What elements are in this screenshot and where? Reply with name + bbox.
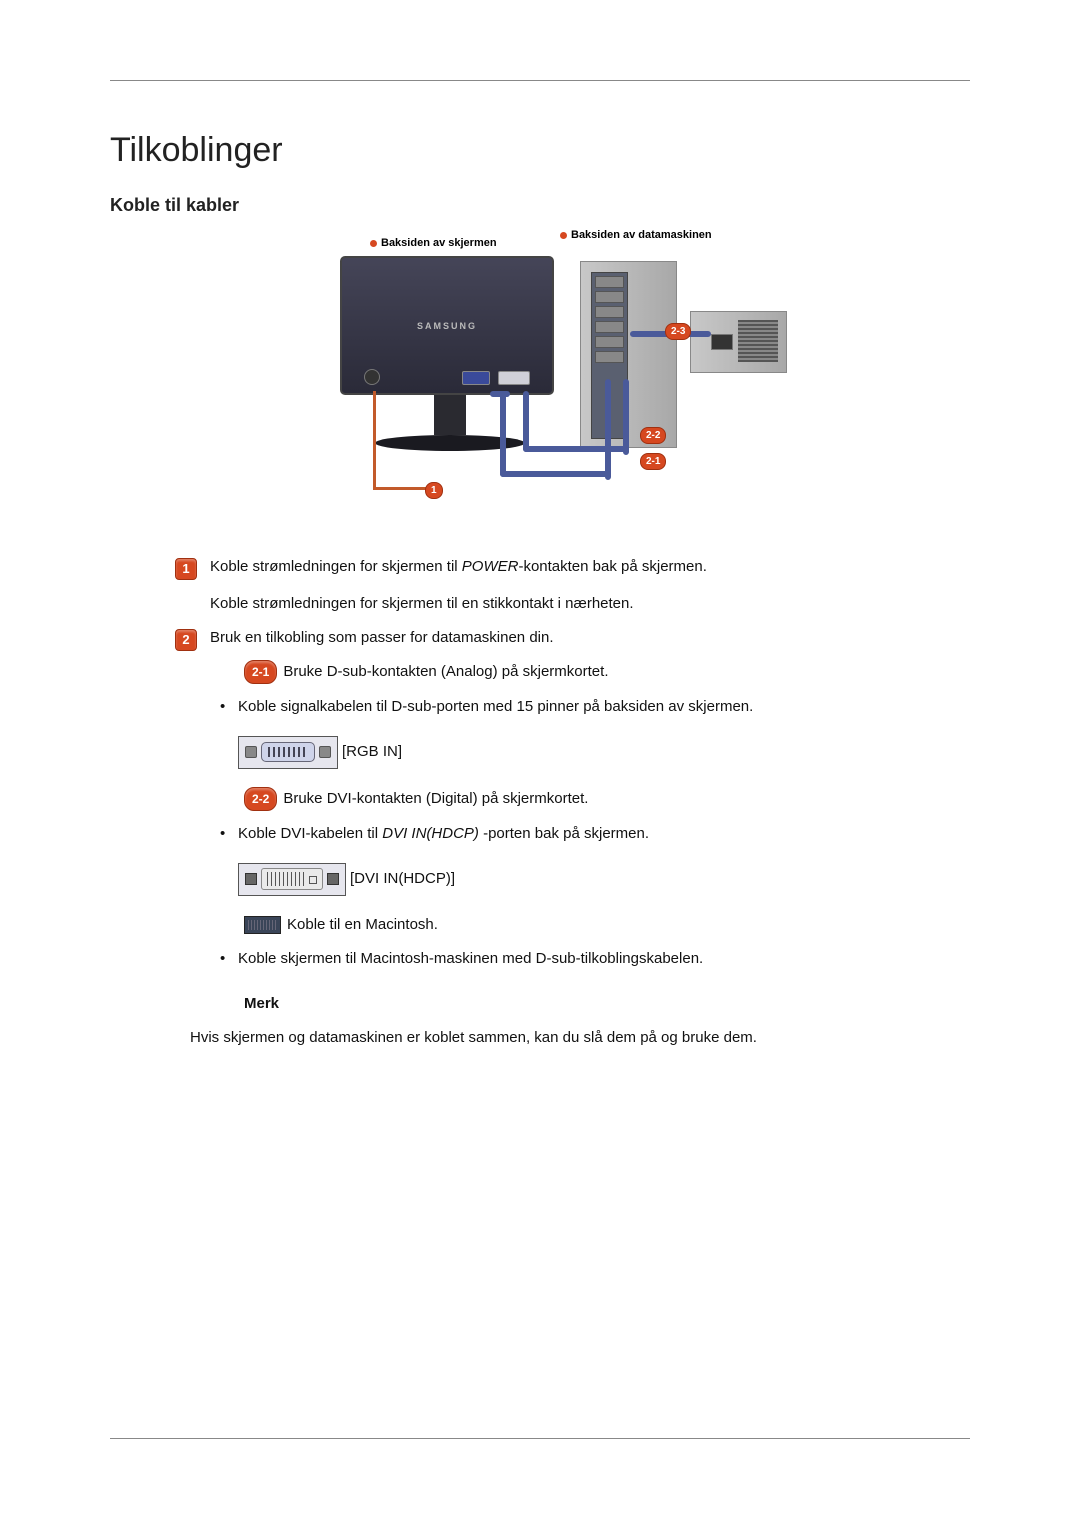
final-note: Hvis skjermen og datamaskinen er koblet … bbox=[190, 1027, 925, 1050]
dvi-label: [DVI IN(HDCP)] bbox=[350, 870, 455, 887]
text: Koble DVI-kabelen til bbox=[238, 825, 382, 842]
note-label: Merk bbox=[244, 993, 925, 1016]
signal-cable-2 bbox=[523, 446, 629, 452]
signal-cable bbox=[500, 391, 506, 477]
dvi-connector-icon bbox=[238, 863, 346, 896]
signal-cable bbox=[500, 471, 611, 477]
diagram-label-monitor: Baksiden av skjermen bbox=[370, 237, 497, 249]
instructions: 1 Koble strømledningen for skjermen til … bbox=[210, 556, 925, 1050]
label-text: Baksiden av skjermen bbox=[381, 237, 497, 249]
power-cable bbox=[373, 391, 376, 487]
section-title: Koble til kabler bbox=[110, 195, 970, 216]
callout-2-2: 2-2 bbox=[640, 427, 666, 444]
dvi-term: DVI IN(HDCP) bbox=[382, 825, 483, 842]
text: Koble til en Macintosh. bbox=[287, 916, 438, 933]
diagram-label-computer: Baksiden av datamaskinen bbox=[560, 229, 712, 241]
text: Koble strømledningen for skjermen til en… bbox=[210, 593, 925, 616]
page-title: Tilkoblinger bbox=[110, 131, 970, 170]
power-port-icon bbox=[364, 369, 380, 385]
substep-2-2: 2-2 Bruke DVI-kontakten (Digital) på skje… bbox=[244, 787, 925, 811]
substep-2-1: 2-1 Bruke D-sub-kontakten (Analog) på skj… bbox=[244, 660, 925, 684]
step-1: 1 Koble strømledningen for skjermen til … bbox=[210, 556, 925, 615]
rgb-connector-icon bbox=[238, 736, 338, 769]
signal-cable-2 bbox=[523, 391, 529, 452]
step-2: 2 Bruk en tilkobling som passer for data… bbox=[210, 627, 925, 1015]
text: Bruke D-sub-kontakten (Analog) på skjerm… bbox=[283, 662, 608, 679]
power-cable bbox=[373, 487, 428, 490]
bullet-mac: Koble skjermen til Macintosh-maskinen me… bbox=[238, 948, 925, 971]
bullet-2-1: Koble signalkabelen til D-sub-porten med… bbox=[238, 696, 925, 719]
substep-mac: Koble til en Macintosh. bbox=[244, 914, 925, 937]
signal-cable bbox=[605, 379, 611, 480]
callout-2-3: 2-3 bbox=[665, 323, 691, 340]
bullet-icon bbox=[560, 232, 567, 239]
text: -porten bak på skjermen. bbox=[483, 825, 649, 842]
text: Koble strømledningen for skjermen til bbox=[210, 558, 462, 575]
top-rule bbox=[110, 80, 970, 81]
connection-diagram: Baksiden av skjermen Baksiden av datamas… bbox=[295, 231, 785, 516]
vga-port-icon bbox=[462, 371, 490, 385]
power-term: POWER bbox=[462, 558, 519, 575]
signal-cable-2 bbox=[623, 379, 629, 455]
badge-2-1: 2-1 bbox=[244, 660, 277, 684]
text: Bruk en tilkobling som passer for datama… bbox=[210, 627, 925, 650]
bullet-icon bbox=[370, 240, 377, 247]
badge-1: 1 bbox=[175, 558, 197, 580]
bottom-rule bbox=[110, 1438, 970, 1439]
bullet-2-2: Koble DVI-kabelen til DVI IN(HDCP) -port… bbox=[238, 823, 925, 846]
label-text: Baksiden av datamaskinen bbox=[571, 229, 712, 241]
badge-2: 2 bbox=[175, 629, 197, 651]
dvi-port-icon bbox=[498, 371, 530, 385]
mac-badge-icon bbox=[244, 916, 281, 934]
monitor-brand: SAMSUNG bbox=[417, 321, 477, 331]
text: -kontakten bak på skjermen. bbox=[518, 558, 706, 575]
callout-1: 1 bbox=[425, 482, 443, 499]
badge-2-2: 2-2 bbox=[244, 787, 277, 811]
rgb-label: [RGB IN] bbox=[342, 743, 402, 760]
psu-icon bbox=[690, 311, 787, 373]
callout-2-1: 2-1 bbox=[640, 453, 666, 470]
text: Bruke DVI-kontakten (Digital) på skjermk… bbox=[283, 789, 588, 806]
